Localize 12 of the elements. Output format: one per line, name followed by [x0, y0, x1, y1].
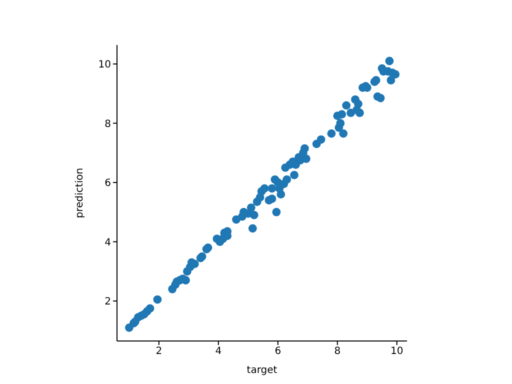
x-tick-label: 2: [156, 346, 162, 358]
x-tick-label: 4: [215, 346, 222, 358]
x-tick-label: 10: [390, 346, 404, 358]
x-tick-label: 6: [274, 346, 282, 358]
y-tick-label: 2: [104, 296, 111, 308]
y-tick-label: 4: [104, 237, 111, 248]
y-tick-label: 10: [98, 60, 111, 71]
y-tick-label: 8: [104, 118, 111, 130]
y-axis-title: prediction: [74, 168, 86, 218]
y-tick-label: 6: [104, 178, 111, 190]
x-tick-label: 8: [334, 346, 341, 358]
x-axis-title: target: [246, 365, 278, 376]
